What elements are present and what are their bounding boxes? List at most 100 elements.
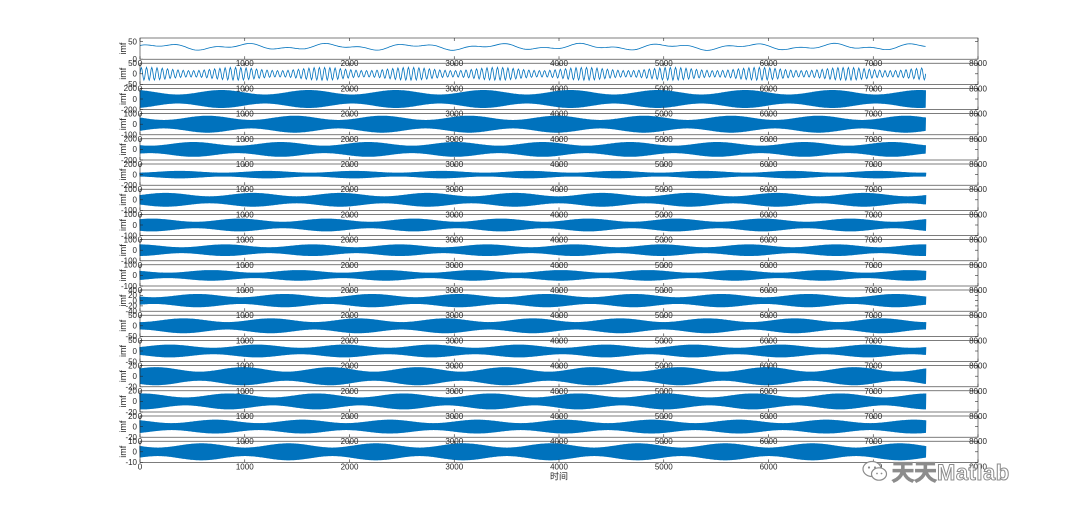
- series-line-2: [139, 66, 926, 82]
- y-tick-label: -40: [125, 307, 137, 316]
- y-axis-label: imf: [118, 269, 128, 281]
- y-axis-label: imf: [118, 420, 128, 432]
- y-tick-label: 0: [133, 397, 138, 406]
- y-axis-label: imf: [118, 118, 128, 130]
- y-tick-label: -50: [125, 332, 137, 341]
- y-tick-label: 0: [133, 70, 138, 79]
- series-line-11: [139, 293, 927, 308]
- x-axis-label: 时间: [550, 470, 568, 482]
- watermark-text: 天天Matlab: [892, 460, 1010, 486]
- y-axis-label: imf: [118, 345, 128, 357]
- y-tick-label: -100: [121, 231, 138, 240]
- y-tick-label: -200: [121, 156, 138, 165]
- y-tick-label: 0: [133, 372, 138, 381]
- y-tick-label: 50: [128, 59, 137, 68]
- y-tick-label: -20: [125, 383, 137, 392]
- y-tick-label: -10: [125, 458, 137, 467]
- y-tick-label: -50: [125, 357, 137, 366]
- subplot-1: 010002000300040005000600070008000050imf: [118, 37, 987, 68]
- y-axis-label: imf: [118, 219, 128, 231]
- y-axis-label: imf: [118, 193, 128, 205]
- y-tick-label: -200: [121, 105, 138, 114]
- x-tick-label: 6000: [760, 462, 778, 471]
- y-tick-label: 200: [124, 160, 138, 169]
- x-tick-label: 4000: [550, 462, 568, 471]
- x-tick-label: 3000: [445, 462, 463, 471]
- y-axis-label: imf: [118, 67, 128, 79]
- y-tick-label: 200: [124, 135, 138, 144]
- series-line-14: [139, 367, 927, 386]
- y-tick-label: 0: [133, 296, 138, 305]
- series-line-7: [139, 192, 927, 207]
- y-tick-label: -20: [125, 302, 137, 311]
- y-axis-label: imf: [118, 143, 128, 155]
- series-line-9: [139, 244, 927, 257]
- y-tick-label: 0: [133, 120, 138, 129]
- y-tick-label: 0: [133, 95, 138, 104]
- y-tick-label: 0: [133, 322, 138, 331]
- y-axis-label: imf: [118, 395, 128, 407]
- x-tick-label: 5000: [655, 462, 673, 471]
- series-line-6: [139, 170, 927, 179]
- y-axis-label: imf: [118, 319, 128, 331]
- wechat-logo-icon: [862, 460, 888, 481]
- y-tick-label: 20: [128, 387, 137, 396]
- y-axis-label: imf: [118, 294, 128, 306]
- y-axis-label: imf: [118, 168, 128, 180]
- y-tick-label: 100: [124, 109, 138, 118]
- y-tick-label: 0: [133, 422, 138, 431]
- y-tick-label: 20: [128, 291, 137, 300]
- y-tick-label: 100: [124, 261, 138, 270]
- y-tick-label: 50: [128, 311, 137, 320]
- series-line-4: [139, 115, 926, 133]
- series-line-5: [139, 141, 926, 157]
- y-tick-label: 0: [133, 347, 138, 356]
- series-line-10: [139, 270, 927, 281]
- y-tick-label: -100: [121, 131, 138, 140]
- series-line-15: [139, 393, 927, 410]
- y-axis-label: imf: [118, 42, 128, 54]
- series-line-1: [139, 42, 926, 51]
- y-tick-label: 0: [133, 271, 138, 280]
- y-tick-label: 0: [133, 448, 138, 457]
- y-axis-label: imf: [118, 93, 128, 105]
- x-tick-label: 2000: [341, 462, 359, 471]
- y-tick-label: 0: [133, 196, 138, 205]
- y-tick-label: -200: [121, 181, 138, 190]
- x-tick-label: 8000: [969, 462, 987, 471]
- series-line-13: [139, 344, 927, 358]
- y-tick-label: 100: [124, 185, 138, 194]
- series-line-8: [139, 218, 927, 232]
- y-tick-label: 0: [133, 170, 138, 179]
- y-tick-label: 20: [128, 412, 137, 421]
- y-tick-label: 100: [124, 210, 138, 219]
- series-line-3: [139, 89, 926, 109]
- y-tick-label: 0: [133, 221, 138, 230]
- y-axis-label: imf: [118, 244, 128, 256]
- y-tick-label: -100: [121, 257, 138, 266]
- y-tick-label: -100: [121, 206, 138, 215]
- watermark: 天天Matlab: [862, 455, 1010, 487]
- y-tick-label: 200: [124, 84, 138, 93]
- series-line-16: [139, 419, 927, 434]
- y-tick-label: 0: [133, 55, 138, 64]
- x-tick-label: 0: [138, 462, 143, 471]
- y-tick-label: 0: [133, 246, 138, 255]
- y-tick-label: 40: [128, 286, 137, 295]
- y-tick-label: 10: [128, 437, 137, 446]
- y-tick-label: -20: [125, 433, 137, 442]
- y-tick-label: -50: [125, 80, 137, 89]
- y-tick-label: 50: [128, 336, 137, 345]
- y-axis-label: imf: [118, 370, 128, 382]
- x-tick-label: 1000: [236, 462, 254, 471]
- y-tick-label: 0: [133, 145, 138, 154]
- y-axis-label: imf: [118, 445, 128, 457]
- y-tick-label: -20: [125, 408, 137, 417]
- y-tick-label: 100: [124, 235, 138, 244]
- series-line-12: [139, 318, 927, 334]
- series-line-17: [139, 443, 927, 461]
- y-tick-label: -100: [121, 282, 138, 291]
- y-tick-label: 50: [128, 37, 137, 46]
- y-tick-label: 20: [128, 361, 137, 370]
